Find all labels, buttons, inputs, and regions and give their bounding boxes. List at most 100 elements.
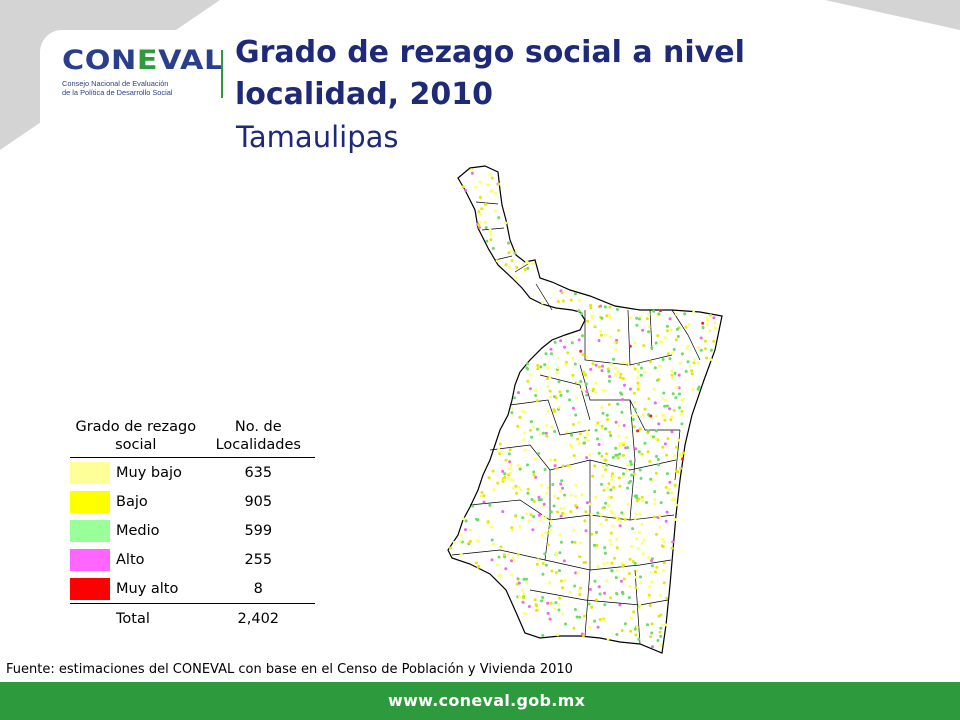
locality-dot <box>464 519 468 523</box>
locality-dot <box>623 622 627 626</box>
locality-dot <box>593 464 597 468</box>
locality-dot <box>622 577 626 581</box>
locality-dot <box>617 329 621 332</box>
locality-dot <box>589 513 593 516</box>
locality-dot <box>664 519 668 523</box>
locality-dots <box>449 168 717 649</box>
locality-dot <box>526 463 529 467</box>
locality-dot <box>545 424 549 427</box>
locality-dot <box>571 356 575 360</box>
locality-dot <box>636 384 640 388</box>
locality-dot <box>583 519 587 523</box>
locality-dot <box>571 423 575 426</box>
locality-dot <box>511 528 515 532</box>
locality-dot <box>490 558 494 562</box>
locality-dot <box>553 464 557 468</box>
locality-dot <box>636 429 640 433</box>
locality-dot <box>490 189 494 193</box>
locality-dot <box>623 383 626 387</box>
locality-dot <box>510 259 514 263</box>
locality-dot <box>585 456 589 460</box>
locality-dot <box>605 314 609 318</box>
locality-dot <box>487 476 491 480</box>
locality-dot <box>614 373 618 377</box>
locality-dot <box>658 630 662 634</box>
locality-dot <box>529 420 533 424</box>
locality-dot <box>614 366 618 370</box>
footer-url-link[interactable]: www.coneval.gob.mx <box>388 691 586 710</box>
locality-dot <box>486 183 489 187</box>
locality-dot <box>618 524 622 528</box>
locality-dot <box>556 510 559 514</box>
locality-dot <box>606 637 610 641</box>
locality-dot <box>658 514 662 518</box>
locality-dot <box>535 608 538 612</box>
locality-dot <box>615 546 619 550</box>
locality-dot <box>663 404 667 408</box>
locality-dot <box>633 341 637 345</box>
locality-dot <box>646 450 650 454</box>
locality-dot <box>497 555 501 559</box>
locality-dot <box>669 418 673 422</box>
locality-dot <box>554 601 558 605</box>
locality-dot <box>686 360 690 364</box>
locality-dot <box>635 499 639 503</box>
locality-dot <box>573 362 577 366</box>
locality-dot <box>587 602 591 606</box>
locality-dot <box>674 338 678 342</box>
locality-dot <box>659 626 663 630</box>
locality-dot <box>577 421 581 424</box>
locality-dot <box>647 595 651 599</box>
locality-dot <box>609 488 613 492</box>
locality-dot <box>461 185 465 189</box>
locality-dot <box>653 401 657 405</box>
locality-dot <box>651 645 654 649</box>
locality-dot <box>661 569 665 573</box>
locality-dot <box>637 637 641 641</box>
locality-dot <box>660 413 664 417</box>
locality-dot <box>474 185 478 189</box>
locality-dot <box>522 438 525 442</box>
locality-dot <box>621 592 625 596</box>
locality-dot <box>580 334 584 338</box>
locality-dot <box>640 452 644 456</box>
locality-dot <box>643 370 647 374</box>
locality-dot <box>675 327 679 331</box>
locality-dot <box>615 537 619 541</box>
locality-dot <box>656 458 660 461</box>
locality-dot <box>641 328 645 332</box>
locality-dot <box>615 633 619 636</box>
locality-dot <box>480 207 484 211</box>
legend-swatch <box>70 490 110 513</box>
locality-dot <box>676 470 680 474</box>
locality-dot <box>647 325 651 329</box>
locality-dot <box>601 364 604 368</box>
locality-dot <box>523 268 527 271</box>
locality-dot <box>561 612 565 616</box>
locality-dot <box>565 430 569 434</box>
locality-dot <box>638 427 642 431</box>
locality-dot <box>508 467 512 471</box>
locality-dot <box>519 488 523 492</box>
locality-dot <box>649 570 653 574</box>
legend-label: Bajo <box>116 493 148 510</box>
legend-header-localidades: No. de Localidades <box>201 418 315 458</box>
locality-dot <box>640 495 644 499</box>
locality-dot <box>573 292 577 296</box>
locality-dot <box>531 425 535 429</box>
locality-dot <box>611 472 614 476</box>
locality-dot <box>536 367 540 371</box>
locality-dot <box>458 539 462 543</box>
locality-dot <box>526 266 530 270</box>
locality-dot <box>633 516 637 520</box>
locality-dot <box>576 380 579 384</box>
locality-dot <box>600 424 604 428</box>
locality-dot <box>654 437 658 441</box>
locality-dot <box>630 414 634 417</box>
locality-dot <box>517 581 521 585</box>
locality-dot <box>627 596 631 600</box>
locality-dot <box>480 491 484 494</box>
locality-dot <box>661 545 665 549</box>
locality-dot <box>663 336 667 339</box>
locality-dot <box>536 363 540 367</box>
